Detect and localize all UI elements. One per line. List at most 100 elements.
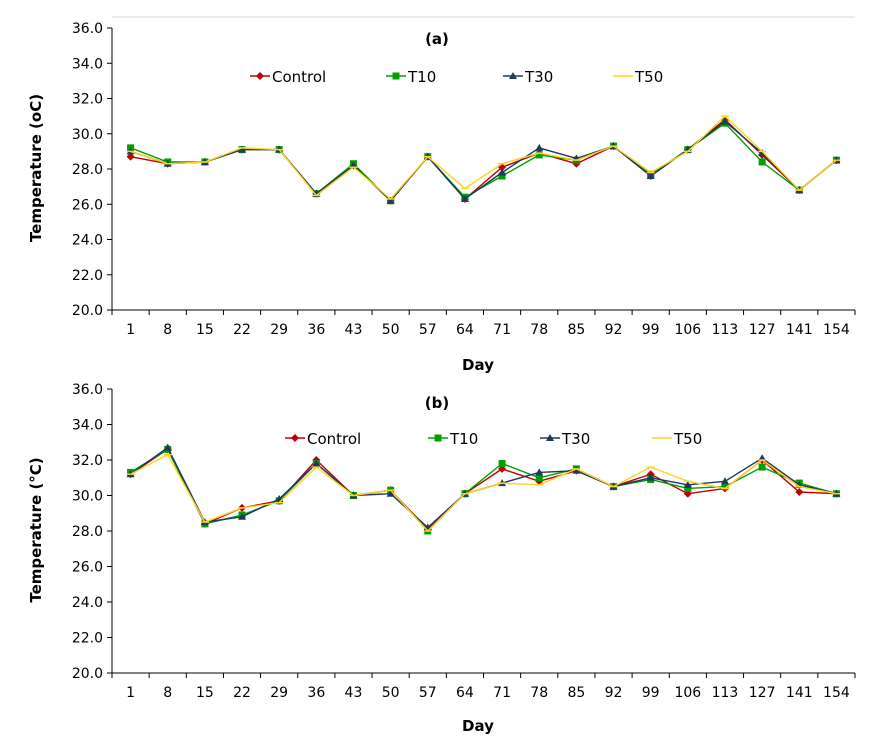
panel-a-x-tick-label: 22	[233, 322, 251, 338]
panel-b-point-t10-day-127	[758, 463, 766, 471]
panel-a-legend-swatch-marker	[392, 72, 400, 80]
panel-a-point-t30-day-78	[535, 143, 544, 151]
panel-b-series-line-t10	[130, 448, 837, 533]
panel-a-point-t10-day-78	[535, 151, 543, 159]
panel-a-point-t10-day-71	[498, 172, 506, 180]
panel-b-x-tick-label: 127	[749, 685, 776, 701]
panel-b-point-control-day-141	[795, 487, 804, 496]
panel-a-x-axis-title: Day	[462, 356, 494, 374]
panel-b-y-tick-label: 24.0	[72, 595, 103, 611]
panel-b-series-line-t30	[130, 446, 837, 529]
panel-b-x-tick-label: 22	[233, 685, 251, 701]
panel-a-legend-label: Control	[272, 68, 326, 86]
panel-b-x-tick-label: 57	[419, 685, 437, 701]
panel-b-x-tick-label: 1	[126, 685, 135, 701]
panel-b-point-t30-day-36	[312, 459, 321, 467]
panel-b-y-tick-label: 32.0	[72, 453, 103, 469]
panel-b-x-tick-label: 113	[712, 685, 739, 701]
panel-b-point-t30-day-22	[238, 512, 247, 520]
panel-a-x-tick-label: 113	[712, 322, 739, 338]
panel-b-point-t30-day-85	[572, 466, 581, 474]
panel-b-x-tick-label: 50	[382, 685, 400, 701]
panel-b-x-tick-label: 78	[530, 685, 548, 701]
panel-b-x-axis-title: Day	[462, 717, 494, 735]
panel-a-point-t30-day-71	[498, 168, 507, 176]
panel-b-x-tick-label: 71	[493, 685, 511, 701]
panel-b-x-tick-label: 8	[163, 685, 172, 701]
panel-b-point-t30-day-78	[535, 468, 544, 476]
panel-b-x-tick-label: 106	[674, 685, 701, 701]
panel-b-title: (b)	[425, 394, 449, 412]
panel-a-y-tick-label: 20.0	[72, 303, 103, 319]
panel-b-y-tick-label: 28.0	[72, 524, 103, 540]
panel-a-x-tick-label: 106	[674, 322, 701, 338]
panel-a-y-tick-label: 36.0	[72, 21, 103, 37]
panel-a-point-t30-day-22	[238, 145, 247, 153]
panel-b-legend-item-t50: T50	[652, 430, 702, 448]
panel-b-x-tick-label: 15	[196, 685, 214, 701]
panel-a-series-line-t10	[130, 122, 837, 202]
panel-a-x-tick-label: 99	[642, 322, 660, 338]
panel-a-title: (a)	[425, 30, 449, 48]
panel-b-point-t10-day-106	[684, 484, 692, 492]
panel-b-legend-item-t10: T10	[428, 430, 478, 448]
panel-a-x-tick-label: 127	[749, 322, 776, 338]
panel-b-legend-item-t30: T30	[540, 430, 590, 448]
panel-b-legend-label: T10	[449, 430, 478, 448]
panel-b-point-t10-day-78	[535, 474, 543, 482]
panel-b-x-tick-label: 141	[786, 685, 813, 701]
panel-b-y-tick-label: 22.0	[72, 631, 103, 647]
panel-b-series-line-t50	[130, 453, 837, 533]
panel-a-x-tick-label: 141	[786, 322, 813, 338]
panel-b-y-tick-label: 34.0	[72, 418, 103, 434]
panel-b-x-tick-label: 99	[642, 685, 660, 701]
panel-a-series-line-control	[130, 118, 837, 202]
panel-b-legend-swatch-marker	[546, 434, 554, 441]
panel-a-point-t10-day-127	[758, 158, 766, 166]
panel-b-y-tick-label: 20.0	[72, 666, 103, 682]
panel-a-legend-item-t50: T50	[613, 68, 663, 86]
panel-a-point-control-day-1	[126, 152, 135, 161]
panel-a-x-tick-label: 92	[605, 322, 623, 338]
panel-a-x-tick-label: 50	[382, 322, 400, 338]
panel-b-point-t30-day-50	[386, 489, 395, 497]
panel-a-x-tick-label: 154	[823, 322, 850, 338]
panel-b-x-tick-label: 64	[456, 685, 474, 701]
panel-b-y-axis-title: Temperature (°C)	[27, 457, 45, 602]
panel-a-chart: (a) Day Temperature (oC) 20.0 22.0 24.0 26.…	[27, 21, 856, 374]
panel-a-x-tick-label: 64	[456, 322, 474, 338]
panel-a-y-axis-title: Temperature (oC)	[27, 94, 45, 242]
panel-a-x-tick-label: 85	[567, 322, 585, 338]
panel-b-x-tick-label: 43	[345, 685, 363, 701]
panel-a-x-tick-label: 29	[270, 322, 288, 338]
panel-a-point-t30-day-50	[386, 196, 395, 204]
panel-b-x-tick-label: 92	[605, 685, 623, 701]
panel-a-x-tick-label: 15	[196, 322, 214, 338]
panel-a-x-tick-label: 43	[345, 322, 363, 338]
panel-a-legend-item-t10: T10	[386, 68, 436, 86]
panel-b-legend-swatch-marker	[291, 434, 299, 442]
panel-b-point-t30-day-99	[646, 473, 655, 481]
panel-b-y-tick-label: 36.0	[72, 382, 103, 398]
panel-a-y-tick-label: 28.0	[72, 162, 103, 178]
panel-a-x-tick-label: 71	[493, 322, 511, 338]
panel-b-point-t30-day-113	[720, 477, 729, 485]
panel-a-legend-label: T50	[634, 68, 663, 86]
panel-a-legend-item-control: Control	[250, 68, 326, 86]
panel-a-x-tick-label: 57	[419, 322, 437, 338]
panel-a-y-tick-label: 26.0	[72, 197, 103, 213]
panel-b-x-tick-label: 29	[270, 685, 288, 701]
panel-a-point-t30-day-64	[460, 194, 469, 202]
panel-b-legend-label: T30	[561, 430, 590, 448]
panel-b-legend-item-control: Control	[285, 430, 361, 448]
panel-a-series-line-t50	[130, 115, 837, 200]
panel-b-x-tick-label: 85	[567, 685, 585, 701]
panel-a-point-t30-day-99	[646, 172, 655, 180]
panel-a-legend-swatch-marker	[256, 72, 264, 80]
panel-b-x-tick-label: 154	[823, 685, 850, 701]
panel-b-y-tick-label: 30.0	[72, 489, 103, 505]
panel-a-x-tick-label: 1	[126, 322, 135, 338]
panel-a-series-line-t30	[130, 120, 837, 202]
panel-b-x-tick-label: 36	[307, 685, 325, 701]
